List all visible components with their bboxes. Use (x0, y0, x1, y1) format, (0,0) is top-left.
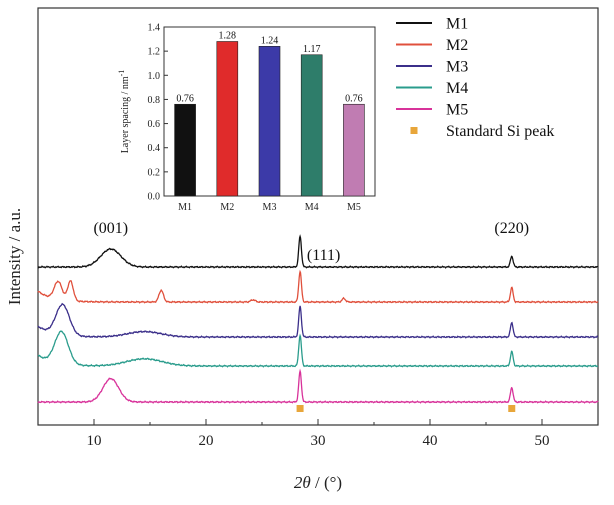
x-tick-label: 40 (423, 433, 438, 449)
trace-m1 (37, 234, 599, 269)
inset-x-tick-label: M4 (305, 202, 319, 213)
legend-label-m1: M1 (446, 16, 468, 33)
inset-y-axis-label: Layer spacing / nm-1 (117, 70, 131, 154)
inset-bar-value-label: 0.76 (345, 93, 363, 104)
inset-bar-m2 (216, 41, 239, 197)
inset-y-tick-label: 0.0 (148, 192, 161, 203)
inset-y-tick-label: 1.2 (148, 47, 161, 58)
y-axis-label: Intensity / a.u. (5, 208, 24, 305)
inset-bar-m3 (258, 46, 281, 197)
legend-label-m5: M5 (446, 102, 468, 119)
inset-y-tick-label: 0.8 (148, 95, 161, 106)
peak-annotation: (111) (307, 247, 340, 264)
x-tick-label: 10 (87, 433, 102, 449)
trace-m4 (37, 330, 599, 368)
inset-y-tick-label: 0.2 (148, 167, 161, 178)
inset-bar-value-label: 1.28 (219, 30, 237, 41)
inset-y-tick-label: 0.4 (148, 143, 161, 154)
trace-m5 (37, 368, 599, 404)
si-reference-marker (296, 405, 304, 412)
trace-m3 (37, 302, 599, 339)
legend-swatch-si (410, 127, 418, 134)
inset-bar-m5 (343, 103, 365, 197)
x-tick-label: 50 (535, 433, 550, 449)
inset-bar-value-label: 1.17 (303, 44, 321, 55)
legend-label-m4: M4 (446, 80, 468, 97)
inset-y-tick-label: 0.6 (148, 119, 161, 130)
legend-label-m3: M3 (446, 59, 468, 76)
x-axis-label: 2θ / (°) (294, 473, 342, 492)
inset-y-tick-label: 1.0 (148, 71, 161, 82)
inset-bar-m1 (174, 103, 196, 197)
peak-annotation: (001) (93, 220, 128, 237)
x-tick-label: 30 (311, 433, 326, 449)
x-tick-label: 20 (199, 433, 214, 449)
inset-bar-value-label: 1.24 (261, 35, 279, 46)
inset-x-tick-label: M1 (178, 202, 192, 213)
inset-x-tick-label: M5 (347, 202, 361, 213)
trace-m2 (37, 269, 599, 304)
inset-x-tick-label: M3 (263, 202, 277, 213)
inset-y-tick-label: 1.4 (148, 23, 161, 34)
legend-label-m2: M2 (446, 37, 468, 54)
inset-x-tick-label: M2 (220, 202, 234, 213)
inset-bar-m4 (300, 54, 323, 197)
si-reference-marker (508, 405, 516, 412)
inset-bar-value-label: 0.76 (176, 93, 194, 104)
legend-label-si: Standard Si peak (446, 123, 554, 140)
peak-annotation: (220) (494, 220, 529, 237)
